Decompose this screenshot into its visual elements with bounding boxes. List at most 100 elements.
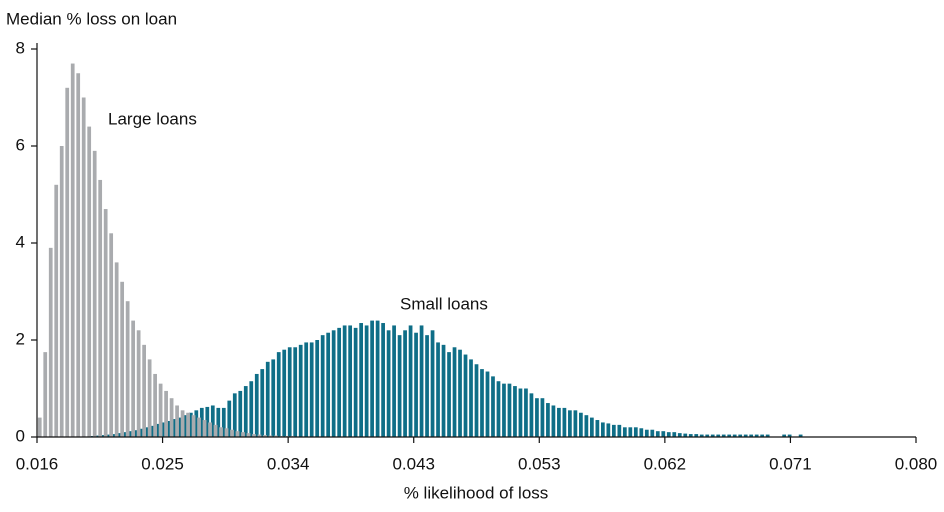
bar [585,415,589,437]
bar [43,352,47,437]
bar [656,431,660,437]
bar [365,325,369,437]
bar [104,209,108,437]
bar [244,386,248,437]
bar [137,330,141,437]
bar [535,398,539,437]
bar [469,359,473,437]
bar [249,381,253,437]
bar [170,398,174,437]
bar [192,415,196,437]
bar [236,431,240,437]
bar [120,282,124,437]
x-tick-label: 0.071 [769,454,812,473]
bar [491,376,495,437]
bar [628,427,632,437]
bar [447,352,451,437]
bar [436,342,440,437]
bar [93,151,97,437]
bar [524,389,528,438]
bar [387,330,391,437]
bar [414,333,418,437]
bar [403,330,407,437]
bar [513,386,517,437]
bar [225,428,229,437]
bar [71,64,75,437]
bar [409,325,413,437]
bar [126,301,130,437]
bar [546,403,550,437]
bar [277,352,281,437]
bar [541,398,545,437]
bar [552,405,556,437]
y-tick-label: 8 [16,38,25,57]
bar [425,335,429,437]
bar [54,185,58,437]
bar [332,330,336,437]
bar [453,347,457,437]
bar [606,423,610,437]
bar [159,384,163,437]
bar [392,325,396,437]
bar [115,262,119,437]
bar [321,335,325,437]
bar [590,418,594,437]
bar [650,430,654,437]
bar [480,369,484,437]
bar [579,413,583,437]
bar [238,391,242,437]
bar [370,321,374,437]
bar [230,430,234,437]
y-tick-label: 2 [16,329,25,348]
bar [87,127,91,437]
bar [617,425,621,437]
bar [381,323,385,437]
bar [623,427,627,437]
bar [266,362,270,437]
bar [186,413,190,437]
bar [497,381,501,437]
bar [326,333,330,437]
bar [293,347,297,437]
bar [557,408,561,437]
bar [38,418,42,437]
bar [563,408,567,437]
bar [574,410,578,437]
bar [431,330,435,437]
bar [458,350,462,437]
series-label: Large loans [108,109,197,128]
bar [502,384,506,437]
bar [214,425,218,437]
bar [310,342,314,437]
bar [65,88,69,437]
bar [282,350,286,437]
x-tick-label: 0.034 [267,454,310,473]
bar [519,389,523,438]
bar [76,73,80,437]
bar [359,323,363,437]
bar [49,248,53,437]
bar [315,340,319,437]
bar [109,233,113,437]
bar [343,325,347,437]
bar [241,432,245,437]
y-axis-title: Median % loss on loan [6,9,177,28]
x-axis-title: % likelihood of loss [404,483,549,502]
bar [508,384,512,437]
x-tick-label: 0.016 [16,454,59,473]
series-label: Small loans [400,294,488,313]
bar [486,372,490,437]
x-tick-label: 0.025 [141,454,184,473]
bar [348,325,352,437]
bar [288,347,292,437]
x-tick-label: 0.062 [644,454,687,473]
bar [304,342,308,437]
y-tick-label: 0 [16,426,25,445]
bar [164,391,168,437]
bar [255,374,259,437]
bar [398,335,402,437]
bar [464,355,468,437]
bar [639,428,643,437]
bar [197,418,201,437]
